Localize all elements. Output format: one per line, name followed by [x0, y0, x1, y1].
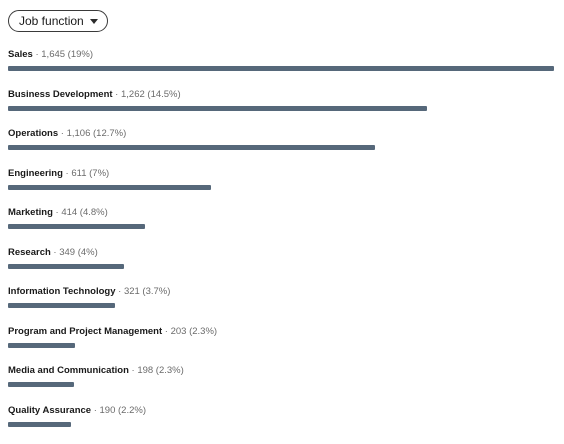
job-function-stat: · 198 (2.3%) — [129, 365, 184, 376]
job-function-row-label: Media and Communication · 198 (2.3%) — [8, 365, 556, 377]
bar-track — [8, 224, 554, 229]
job-function-row-label: Sales · 1,645 (19%) — [8, 49, 556, 61]
job-function-dropdown[interactable]: Job function — [8, 10, 108, 32]
job-function-bar — [8, 185, 211, 190]
job-function-row-label: Program and Project Management · 203 (2.… — [8, 326, 556, 338]
job-function-row-label: Marketing · 414 (4.8%) — [8, 207, 556, 219]
job-function-name: Sales — [8, 49, 33, 60]
job-function-stat: · 1,262 (14.5%) — [113, 89, 181, 100]
job-function-bar — [8, 224, 145, 229]
job-function-stat: · 321 (3.7%) — [116, 286, 171, 297]
job-function-row: Engineering · 611 (7%) — [8, 168, 556, 208]
job-function-stat: · 1,645 (19%) — [33, 49, 93, 60]
job-function-row-label: Engineering · 611 (7%) — [8, 168, 556, 180]
job-function-bar — [8, 264, 124, 269]
job-function-row-label: Quality Assurance · 190 (2.2%) — [8, 405, 556, 417]
bar-track — [8, 145, 554, 150]
job-function-bar — [8, 106, 427, 111]
bar-track — [8, 422, 554, 427]
job-function-row: Research · 349 (4%) — [8, 247, 556, 287]
job-function-row: Media and Communication · 198 (2.3%) — [8, 365, 556, 405]
job-function-bar — [8, 303, 115, 308]
job-function-row: Business Development · 1,262 (14.5%) — [8, 89, 556, 129]
job-function-row: Program and Project Management · 203 (2.… — [8, 326, 556, 366]
job-function-row: Operations · 1,106 (12.7%) — [8, 128, 556, 168]
job-function-name: Business Development — [8, 89, 113, 100]
job-function-name: Operations — [8, 128, 58, 139]
caret-down-icon — [90, 19, 98, 24]
job-function-name: Research — [8, 247, 51, 258]
job-function-stat: · 414 (4.8%) — [53, 207, 108, 218]
job-function-stat: · 611 (7%) — [63, 168, 109, 179]
job-function-stat: · 1,106 (12.7%) — [58, 128, 126, 139]
job-function-row: Sales · 1,645 (19%) — [8, 49, 556, 89]
job-function-name: Information Technology — [8, 286, 116, 297]
job-function-bar — [8, 422, 71, 427]
job-function-row: Marketing · 414 (4.8%) — [8, 207, 556, 247]
bar-track — [8, 66, 554, 71]
job-function-name: Quality Assurance — [8, 405, 91, 416]
job-function-bar — [8, 145, 375, 150]
job-function-name: Program and Project Management — [8, 326, 162, 337]
job-function-name: Engineering — [8, 168, 63, 179]
job-function-row: Quality Assurance · 190 (2.2%) — [8, 405, 556, 444]
job-function-row-label: Business Development · 1,262 (14.5%) — [8, 89, 556, 101]
job-function-name: Marketing — [8, 207, 53, 218]
job-function-stat: · 203 (2.3%) — [162, 326, 217, 337]
job-function-row: Information Technology · 321 (3.7%) — [8, 286, 556, 326]
bar-track — [8, 264, 554, 269]
job-function-row-label: Research · 349 (4%) — [8, 247, 556, 259]
job-function-list: Sales · 1,645 (19%) Business Development… — [8, 49, 556, 444]
job-function-name: Media and Communication — [8, 365, 129, 376]
job-function-row-label: Information Technology · 321 (3.7%) — [8, 286, 556, 298]
job-function-bar — [8, 382, 74, 387]
job-function-stat: · 190 (2.2%) — [91, 405, 146, 416]
job-function-bar — [8, 66, 554, 71]
job-function-row-label: Operations · 1,106 (12.7%) — [8, 128, 556, 140]
bar-track — [8, 303, 554, 308]
job-function-stat: · 349 (4%) — [51, 247, 98, 258]
bar-track — [8, 185, 554, 190]
job-function-bar — [8, 343, 75, 348]
job-function-dropdown-label: Job function — [19, 14, 84, 28]
bar-track — [8, 382, 554, 387]
bar-track — [8, 106, 554, 111]
bar-track — [8, 343, 554, 348]
